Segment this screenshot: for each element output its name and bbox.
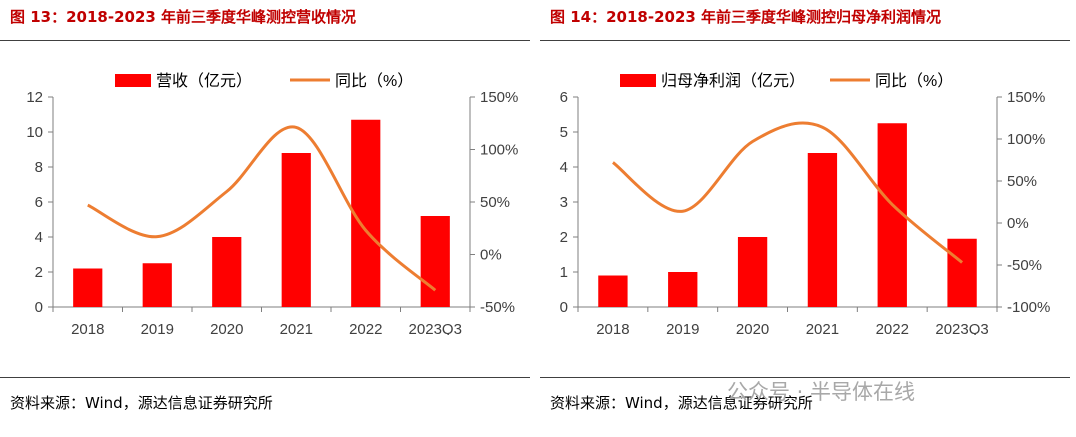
right-tick-label: -50%	[480, 299, 515, 316]
left-tick-label: 6	[35, 194, 43, 211]
right-tick-label: 50%	[1007, 173, 1037, 190]
right-tick-label: 0%	[1007, 215, 1029, 232]
legend-bar-swatch	[115, 74, 151, 87]
x-tick-label: 2022	[876, 321, 909, 335]
bar	[73, 268, 103, 307]
top-divider	[0, 40, 530, 41]
bar	[947, 238, 977, 307]
x-tick-label: 2021	[280, 321, 313, 335]
figure-13-panel: 图 13：2018-2023 年前三季度华峰测控营收情况 营收（亿元） 同比（%）…	[0, 0, 530, 437]
growth-line	[87, 125, 437, 292]
revenue-chart: 营收（亿元） 同比（%） 0 2 4 6 8 10 12 -50% 0% 50% 100% 150% 201…	[26, 72, 518, 335]
legend-bar-label: 归母净利润（亿元）	[661, 72, 805, 90]
legend-bar-label: 营收（亿元）	[156, 72, 252, 90]
left-tick-label: 6	[560, 89, 568, 106]
right-tick-label: 100%	[1007, 131, 1045, 148]
bottom-divider	[540, 377, 1070, 378]
top-divider	[540, 40, 1070, 41]
legend: 营收（亿元） 同比（%）	[115, 72, 413, 90]
left-tick-label: 0	[560, 299, 568, 316]
x-tick-label: 2018	[71, 321, 104, 335]
bar	[807, 153, 838, 307]
x-tick-label: 2022	[349, 321, 382, 335]
right-tick-label: 150%	[480, 89, 518, 106]
bar	[668, 272, 698, 307]
left-tick-label: 10	[26, 124, 43, 141]
watermark: 公众号 · 半导体在线	[727, 380, 916, 404]
x-tick-label: 2023Q3	[409, 321, 462, 335]
bar	[281, 153, 311, 307]
right-tick-label: 100%	[480, 142, 518, 159]
figure-14-panel: 图 14：2018-2023 年前三季度华峰测控归母净利润情况 归母净利润（亿元…	[540, 0, 1070, 437]
source-note: 资料来源：Wind，源达信息证券研究所	[550, 394, 813, 412]
x-tick-label: 2023Q3	[935, 321, 988, 335]
left-tick-label: 8	[35, 159, 43, 176]
right-tick-label: 150%	[1007, 89, 1045, 106]
right-tick-label: 0%	[480, 247, 502, 264]
net-profit-chart: 归母净利润（亿元） 同比（%） 0 1 2 3 4 5 6 -100% -50% 0% 50% 100% 1…	[560, 72, 1051, 335]
bar	[212, 237, 242, 307]
left-tick-label: 4	[35, 229, 43, 246]
left-tick-label: 0	[35, 299, 43, 316]
growth-line	[611, 121, 964, 264]
source-note: 资料来源：Wind，源达信息证券研究所	[10, 394, 273, 412]
x-tick-label: 2021	[806, 321, 839, 335]
left-tick-label: 4	[560, 159, 568, 176]
left-tick-label: 1	[560, 264, 568, 281]
figure-title: 图 14：2018-2023 年前三季度华峰测控归母净利润情况	[550, 8, 942, 26]
right-tick-label: -100%	[1007, 299, 1050, 316]
x-tick-label: 2020	[210, 321, 243, 335]
left-tick-label: 5	[560, 124, 568, 141]
bar	[598, 275, 628, 307]
bar	[351, 119, 381, 307]
left-tick-label: 3	[560, 194, 568, 211]
left-tick-label: 12	[26, 89, 43, 106]
left-tick-label: 2	[35, 264, 43, 281]
x-tick-label: 2020	[736, 321, 769, 335]
left-tick-label: 2	[560, 229, 568, 246]
legend-line-label: 同比（%）	[875, 72, 953, 90]
right-tick-label: -50%	[1007, 257, 1042, 274]
x-tick-label: 2018	[596, 321, 629, 335]
bar	[142, 263, 172, 307]
x-tick-label: 2019	[666, 321, 699, 335]
legend: 归母净利润（亿元） 同比（%）	[620, 72, 953, 90]
bottom-divider	[0, 377, 530, 378]
figure-title: 图 13：2018-2023 年前三季度华峰测控营收情况	[10, 8, 357, 26]
right-tick-label: 50%	[480, 194, 510, 211]
legend-bar-swatch	[620, 74, 656, 87]
legend-line-label: 同比（%）	[335, 72, 413, 90]
x-tick-label: 2019	[141, 321, 174, 335]
bar	[420, 216, 450, 307]
bar	[737, 237, 768, 307]
